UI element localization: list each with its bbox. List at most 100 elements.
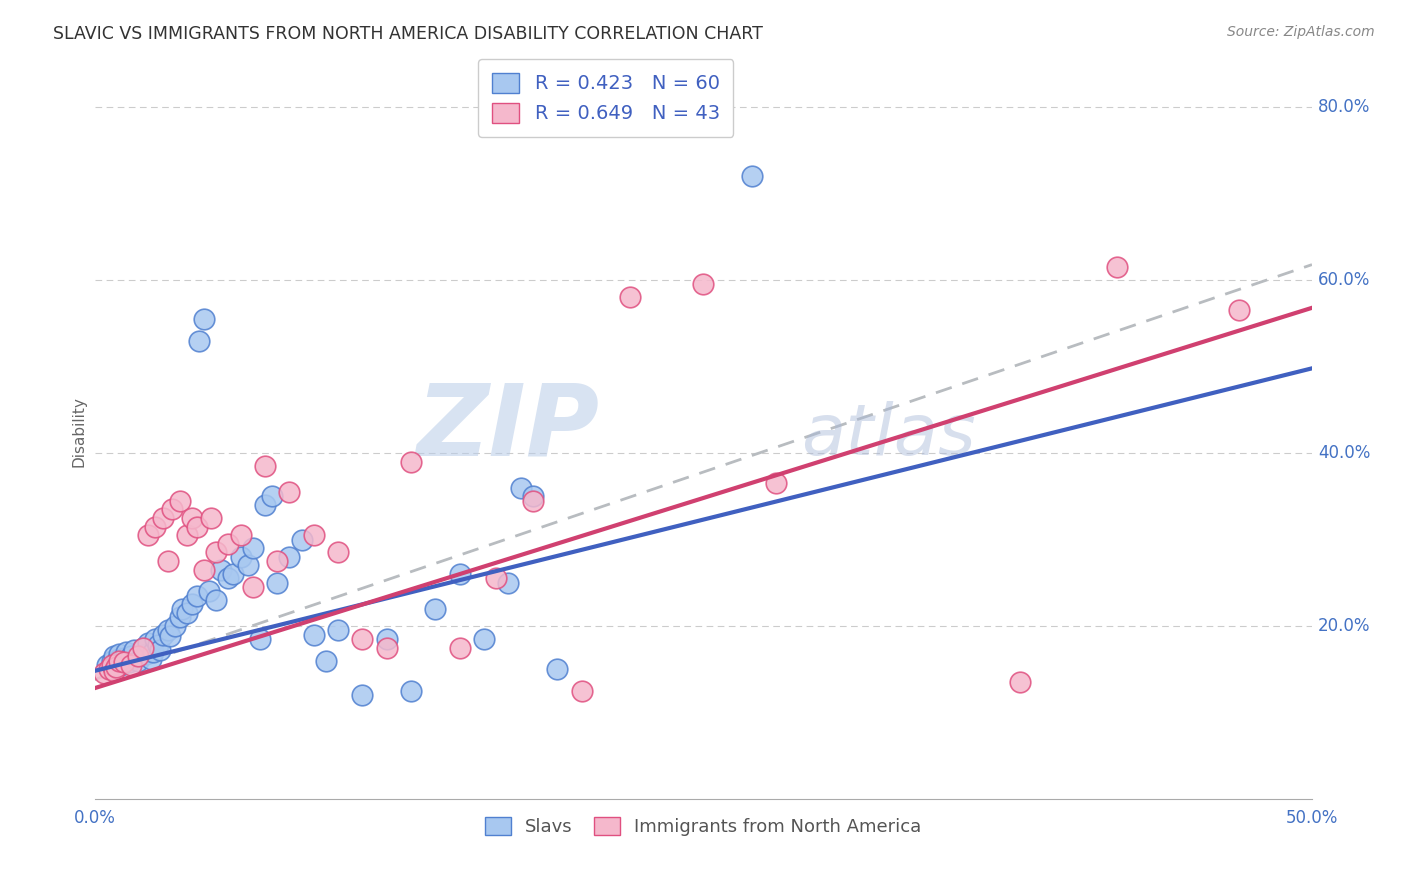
Point xyxy=(96,657,118,672)
Point xyxy=(205,593,228,607)
Point xyxy=(108,653,131,667)
Point xyxy=(156,554,179,568)
Point xyxy=(186,589,208,603)
Point xyxy=(169,493,191,508)
Point xyxy=(105,660,128,674)
Point xyxy=(205,545,228,559)
Point xyxy=(352,632,374,646)
Point xyxy=(522,489,544,503)
Point xyxy=(118,655,141,669)
Point xyxy=(103,649,125,664)
Point xyxy=(266,575,288,590)
Point xyxy=(290,533,312,547)
Point xyxy=(229,528,252,542)
Point xyxy=(278,485,301,500)
Point xyxy=(176,528,198,542)
Point xyxy=(218,537,240,551)
Text: 20.0%: 20.0% xyxy=(1317,617,1371,635)
Point xyxy=(326,545,349,559)
Point xyxy=(399,455,422,469)
Point xyxy=(145,519,167,533)
Point xyxy=(132,640,155,655)
Point xyxy=(253,498,276,512)
Point xyxy=(302,528,325,542)
Point xyxy=(1008,675,1031,690)
Point xyxy=(162,502,184,516)
Point xyxy=(115,645,138,659)
Point xyxy=(110,657,132,672)
Point xyxy=(352,688,374,702)
Point xyxy=(218,571,240,585)
Point xyxy=(120,649,142,664)
Point xyxy=(765,476,787,491)
Point xyxy=(522,493,544,508)
Y-axis label: Disability: Disability xyxy=(72,396,86,467)
Point xyxy=(188,334,211,348)
Point xyxy=(152,627,174,641)
Point xyxy=(169,610,191,624)
Point xyxy=(425,601,447,615)
Point xyxy=(186,519,208,533)
Point xyxy=(498,575,520,590)
Point xyxy=(120,657,142,672)
Point xyxy=(103,664,125,678)
Text: Source: ZipAtlas.com: Source: ZipAtlas.com xyxy=(1227,25,1375,39)
Point xyxy=(105,655,128,669)
Legend: Slavs, Immigrants from North America: Slavs, Immigrants from North America xyxy=(477,807,931,845)
Point xyxy=(181,511,204,525)
Point xyxy=(135,647,157,661)
Point xyxy=(122,643,145,657)
Point xyxy=(193,312,215,326)
Point xyxy=(262,489,284,503)
Point xyxy=(266,554,288,568)
Point xyxy=(1107,260,1129,275)
Point xyxy=(249,632,271,646)
Point xyxy=(222,567,245,582)
Point xyxy=(172,601,194,615)
Point xyxy=(181,598,204,612)
Point xyxy=(193,563,215,577)
Point xyxy=(98,662,121,676)
Point xyxy=(127,649,149,664)
Point xyxy=(449,640,471,655)
Point xyxy=(209,563,232,577)
Point xyxy=(100,657,122,672)
Point xyxy=(509,481,531,495)
Point xyxy=(200,511,222,525)
Point xyxy=(229,549,252,564)
Point xyxy=(399,683,422,698)
Point xyxy=(93,666,115,681)
Point xyxy=(152,511,174,525)
Text: atlas: atlas xyxy=(800,401,976,469)
Text: 40.0%: 40.0% xyxy=(1317,444,1371,462)
Point xyxy=(142,645,165,659)
Point xyxy=(692,277,714,292)
Point xyxy=(472,632,495,646)
Point xyxy=(108,647,131,661)
Point xyxy=(112,651,135,665)
Point xyxy=(242,541,264,556)
Text: SLAVIC VS IMMIGRANTS FROM NORTH AMERICA DISABILITY CORRELATION CHART: SLAVIC VS IMMIGRANTS FROM NORTH AMERICA … xyxy=(53,25,763,43)
Point xyxy=(485,571,508,585)
Point xyxy=(375,632,398,646)
Point xyxy=(302,627,325,641)
Point xyxy=(315,653,337,667)
Point xyxy=(146,638,169,652)
Point xyxy=(253,458,276,473)
Point xyxy=(546,662,568,676)
Point xyxy=(145,632,167,646)
Point xyxy=(1227,303,1250,318)
Point xyxy=(375,640,398,655)
Point xyxy=(242,580,264,594)
Point xyxy=(278,549,301,564)
Point xyxy=(132,640,155,655)
Point xyxy=(198,584,221,599)
Point xyxy=(449,567,471,582)
Point xyxy=(741,169,763,184)
Point xyxy=(112,655,135,669)
Point xyxy=(159,629,181,643)
Point xyxy=(100,653,122,667)
Point xyxy=(176,606,198,620)
Text: ZIP: ZIP xyxy=(416,379,600,476)
Point xyxy=(136,636,159,650)
